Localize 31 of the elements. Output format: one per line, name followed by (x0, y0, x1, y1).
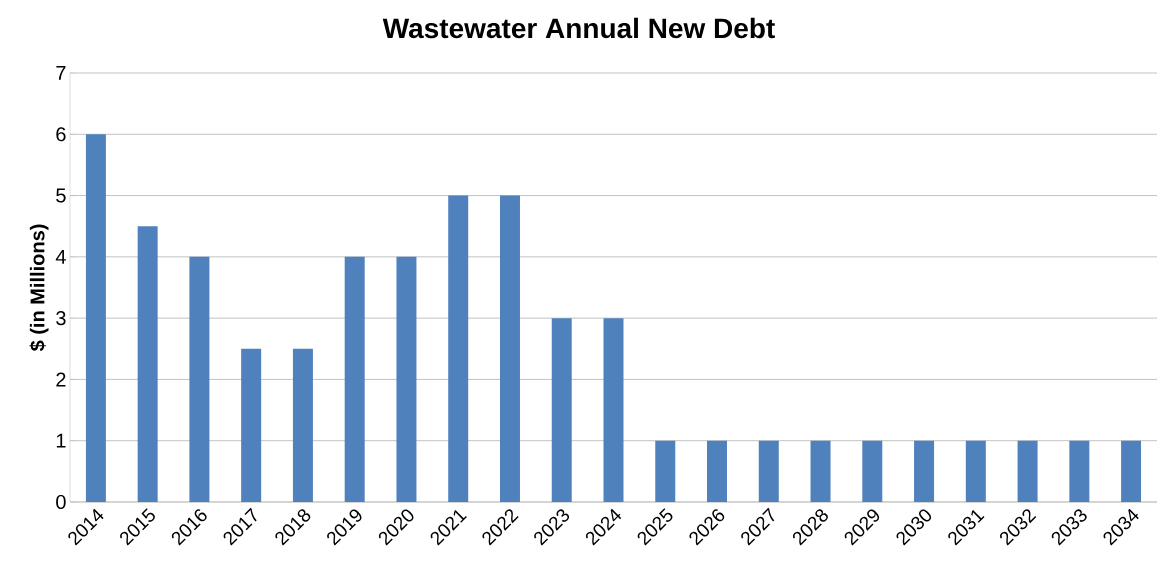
bar (810, 440, 831, 502)
y-tick-label: 3 (56, 311, 66, 326)
y-tick-label: 5 (56, 188, 66, 203)
bar (1121, 440, 1142, 502)
bar (758, 440, 779, 502)
bar (396, 256, 417, 502)
y-tick-label: 1 (56, 433, 66, 448)
y-tick-label: 6 (56, 127, 66, 142)
bar (85, 134, 106, 502)
bar (137, 226, 158, 502)
chart-title: Wastewater Annual New Debt (382, 17, 775, 39)
bar (862, 440, 883, 502)
bar (965, 440, 986, 502)
bar (499, 195, 520, 502)
bar (603, 318, 624, 502)
bar (655, 440, 676, 502)
bar (551, 318, 572, 502)
bar (914, 440, 935, 502)
bar (1017, 440, 1038, 502)
bar (344, 256, 365, 502)
bar (1069, 440, 1090, 502)
y-tick-label: 4 (55, 249, 66, 264)
bar (189, 256, 210, 502)
bar (448, 195, 469, 502)
y-axis-title: $ (in Millions) (29, 224, 49, 352)
bar (707, 440, 728, 502)
bar (292, 348, 313, 502)
y-tick-label: 0 (56, 494, 66, 510)
bar (241, 348, 262, 502)
y-tick-label: 7 (56, 66, 66, 80)
y-tick-label: 2 (56, 372, 66, 387)
